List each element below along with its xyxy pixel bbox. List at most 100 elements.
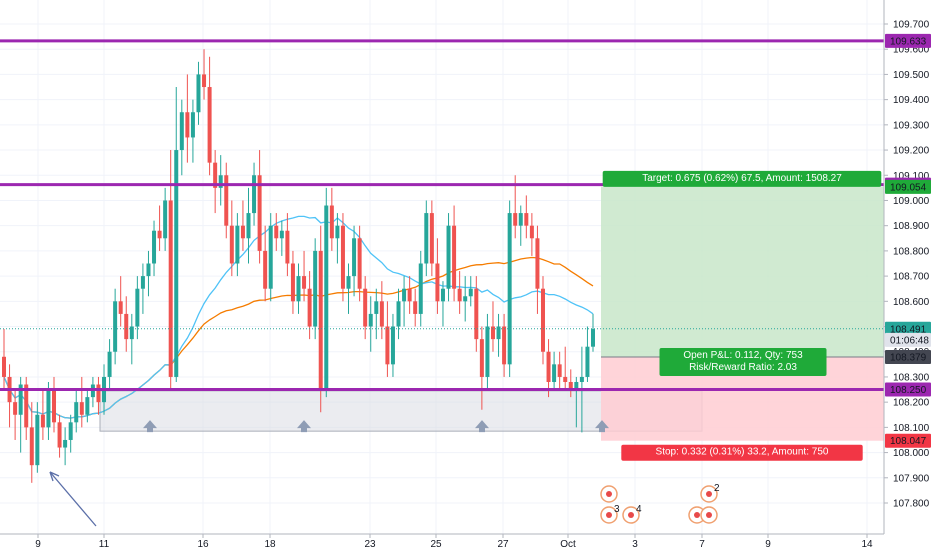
time-axis[interactable]: 9 11 16 18 23 25 27 Oct 3 7 9 14 — [0, 533, 884, 550]
price-tick-label: 109.300 — [893, 120, 930, 131]
price-badge: 01:06:48 — [890, 335, 929, 346]
candle-body — [224, 175, 229, 226]
event-count-label: 2 — [714, 483, 720, 494]
candle-body — [518, 213, 523, 226]
price-badge-bg — [885, 332, 931, 347]
price-tick-label: 109.400 — [893, 95, 930, 106]
candle-body — [118, 301, 123, 314]
candles — [2, 49, 595, 483]
candle-body — [140, 276, 145, 289]
candle-body — [157, 230, 162, 239]
event-count-label: 4 — [636, 504, 642, 515]
candle-body — [457, 288, 462, 302]
target-zone — [601, 186, 884, 358]
price-badge-bg — [885, 321, 931, 336]
candle-body — [96, 384, 101, 403]
candle-body — [468, 288, 473, 297]
price-tick-label: 109.700 — [893, 20, 930, 31]
candle-body — [24, 384, 29, 428]
price-tick-label: 107.800 — [893, 499, 930, 510]
candle-body — [52, 389, 57, 423]
candle-body — [129, 326, 134, 340]
candle-body — [185, 112, 190, 138]
candle-body — [435, 263, 440, 302]
candle-body — [340, 225, 345, 289]
candle-body — [579, 376, 584, 382]
price-tick-label: 108.700 — [893, 272, 930, 283]
candle-body — [246, 213, 251, 239]
candle-body — [402, 288, 407, 302]
candle-body — [563, 376, 568, 382]
pnl-label-bg — [659, 348, 827, 377]
price-tick-label: 109.000 — [893, 196, 930, 207]
candle-body — [240, 225, 245, 239]
candle-body — [591, 329, 595, 347]
up-arrow-icon — [475, 420, 489, 433]
time-tick-label: 16 — [197, 539, 209, 550]
time-tick-label: 27 — [497, 539, 509, 550]
candle-body — [285, 230, 290, 264]
price-tick-label: 109.100 — [893, 171, 930, 182]
candle-body — [546, 351, 551, 382]
candle-body — [40, 414, 45, 428]
time-tick-label: 3 — [632, 539, 638, 550]
price-tick-label: 107.900 — [893, 473, 930, 484]
chart-markers: 3 4 2 — [49, 420, 720, 527]
time-tick-label: 11 — [99, 539, 110, 550]
price-badge-bg — [885, 433, 931, 448]
price-badge-bg — [885, 350, 931, 365]
price-axis[interactable]: 109.700 109.600 109.500 109.400 109.300 109.2… — [883, 0, 932, 550]
candle-body — [429, 213, 434, 264]
target-label-bg — [602, 170, 882, 187]
price-badge: 108.379 — [890, 353, 927, 364]
candle-body — [57, 422, 62, 448]
candle-body — [35, 414, 40, 466]
candle-body — [513, 213, 518, 226]
candle-body — [18, 384, 23, 415]
candle-body — [446, 225, 451, 289]
ma-fast-line — [3, 215, 594, 419]
up-arrow-icon — [595, 420, 609, 433]
candle-body — [235, 225, 240, 264]
candle-body — [46, 389, 51, 428]
candle-body — [63, 439, 68, 448]
candle-body — [574, 381, 579, 390]
candle-body — [335, 225, 340, 239]
event-pill-dot — [606, 512, 612, 518]
candle-body — [107, 351, 112, 377]
candle-body — [279, 230, 284, 239]
candle-body — [363, 288, 368, 327]
candle-body — [524, 213, 529, 226]
stop-label-bg — [621, 444, 863, 461]
candle-body — [529, 225, 534, 239]
candle-body — [146, 263, 151, 277]
event-pill-dot — [706, 491, 712, 497]
time-axis-bg — [0, 534, 884, 550]
candle-body — [490, 326, 495, 340]
candle-body — [196, 74, 201, 113]
candle-body — [502, 326, 507, 365]
pointer-arrowhead — [49, 471, 60, 482]
candle-body — [202, 74, 207, 88]
candle-body — [113, 301, 118, 352]
candle-body — [74, 402, 79, 423]
price-tick-label: 108.800 — [893, 246, 930, 257]
time-tick-label: 25 — [430, 539, 442, 550]
candle-body — [385, 326, 390, 365]
candle-body — [29, 427, 34, 466]
time-tick-label: Oct — [560, 539, 576, 550]
candle-body — [540, 288, 545, 352]
event-count-label: 3 — [614, 504, 620, 515]
candle-body — [485, 326, 490, 377]
candle-body — [418, 263, 423, 314]
candle-body — [207, 87, 212, 163]
price-tick-label: 109.600 — [893, 45, 930, 56]
candle-body — [424, 213, 429, 264]
candle-body — [507, 213, 512, 365]
candle-body — [79, 402, 84, 415]
pointer-line — [49, 471, 97, 527]
candle-body — [152, 230, 157, 264]
candle-body — [124, 313, 129, 340]
candle-body — [163, 200, 168, 239]
